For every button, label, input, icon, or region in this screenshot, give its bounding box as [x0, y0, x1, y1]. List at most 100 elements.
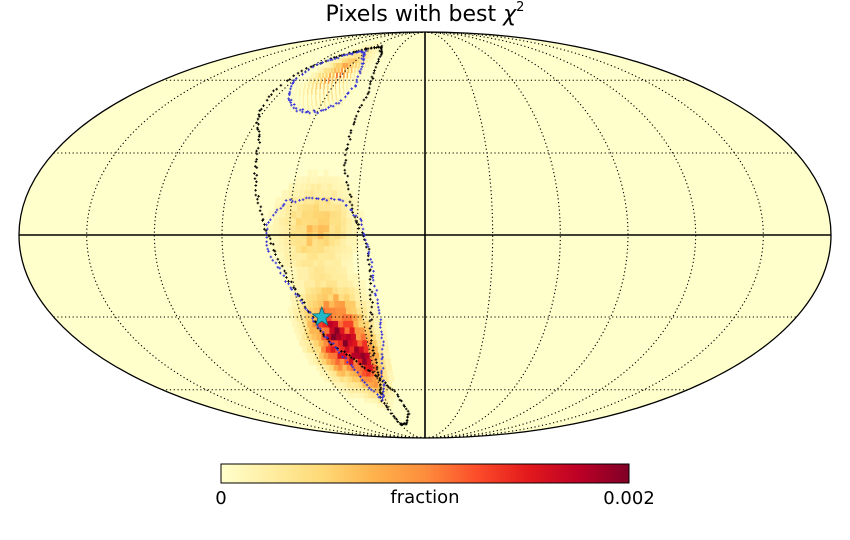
contour-marker [378, 55, 382, 59]
heatmap-pixel [296, 333, 305, 341]
heatmap-pixel [375, 392, 382, 399]
contour-marker [299, 299, 303, 302]
heatmap-pixel [323, 217, 330, 226]
heatmap-pixel [291, 320, 300, 328]
contour-marker [334, 102, 338, 105]
contour-marker [265, 244, 269, 247]
heatmap-pixel [293, 279, 301, 288]
heatmap-pixel [313, 210, 319, 219]
contour-marker [278, 266, 282, 270]
heatmap-pixel [332, 286, 340, 295]
contour-marker [274, 211, 278, 214]
heatmap-pixel [346, 72, 348, 79]
colorbar-max-label: 0.002 [603, 488, 655, 509]
contour-marker [368, 293, 372, 297]
contour-marker [273, 249, 277, 253]
contour-marker [333, 57, 337, 61]
heatmap-pixel [343, 88, 345, 95]
heatmap-pixel [338, 57, 344, 63]
heatmap-pixel [332, 72, 335, 79]
contour-marker [375, 375, 379, 378]
contour-marker [376, 371, 380, 374]
confidence-contours [253, 44, 411, 426]
heatmap-pixel [333, 67, 337, 73]
contour-marker [357, 50, 361, 53]
heatmap-pixel [328, 352, 336, 359]
heatmap-pixel [365, 293, 373, 301]
heatmap-pixel [317, 293, 325, 301]
heatmap-pixel [323, 224, 330, 233]
heatmap-pixel [287, 279, 295, 288]
contour-marker [379, 386, 383, 390]
contour-marker [258, 209, 262, 213]
heatmap-pixel [295, 176, 301, 184]
contour-marker [311, 319, 315, 323]
heatmap-pixel [295, 217, 302, 226]
heatmap-pixel [342, 82, 344, 90]
heatmap-pixel [341, 259, 348, 267]
heatmap-pixel [369, 48, 374, 54]
heatmap-pixel [345, 62, 349, 68]
contour-marker [346, 174, 350, 178]
contour-marker [304, 70, 307, 74]
chart-title-chi-symbol: χ [502, 2, 517, 27]
heatmap-pixel [273, 210, 280, 219]
heatmap-pixel [315, 82, 318, 90]
heatmap-pixel [304, 82, 307, 90]
heatmap-pixel [268, 210, 274, 219]
heatmap-pixel [358, 320, 366, 328]
contour-marker [402, 422, 406, 426]
contour-marker [372, 345, 375, 349]
heatmap-pixel [347, 339, 355, 347]
contour-marker [256, 197, 259, 201]
heatmap-pixel [351, 307, 359, 315]
heatmap-pixel [335, 210, 342, 219]
heatmap-pixel [331, 279, 339, 288]
contour-marker [355, 359, 358, 363]
heatmap-pixel [323, 169, 329, 177]
heatmap-pixel [312, 238, 319, 247]
contour-marker [279, 84, 283, 87]
heatmap-pixel [338, 339, 346, 347]
heatmap-pixel [320, 190, 326, 198]
heatmap-pixel [275, 196, 281, 205]
contour-marker [360, 223, 363, 226]
contour-marker [368, 277, 372, 281]
contour-marker [255, 180, 258, 184]
heatmap-pixel [378, 392, 386, 399]
heatmap-pixel [290, 217, 297, 226]
contour-marker [301, 198, 305, 202]
contour-marker [298, 199, 301, 202]
heatmap-pixel [303, 273, 311, 281]
heatmap-pixel [309, 307, 317, 315]
contour-marker [379, 318, 383, 321]
heatmap-pixel [360, 293, 367, 301]
heatmap-pixel [334, 326, 342, 334]
heatmap-pixel [332, 62, 337, 68]
heatmap-pixel [315, 279, 323, 288]
heatmap-pixel [290, 252, 297, 260]
heatmap-pixel [296, 259, 304, 267]
contour-marker [359, 67, 363, 71]
heatmap-pixel [289, 238, 297, 247]
heatmap-pixel [296, 210, 302, 219]
heatmap-pixel [372, 48, 376, 54]
contour-marker [376, 298, 379, 302]
contour-marker [306, 309, 309, 312]
contour-marker [369, 330, 373, 334]
colorbar: 0 fraction 0.002 [215, 463, 655, 509]
contour-marker [372, 352, 376, 355]
heatmap-pixel [374, 381, 381, 388]
contour-marker [347, 91, 350, 95]
heatmap-pixel [311, 105, 314, 113]
contour-marker [382, 340, 385, 344]
heatmap-pixel [332, 57, 338, 63]
contour-marker [332, 55, 336, 59]
contour-marker [366, 258, 370, 262]
heatmap-pixel [326, 62, 331, 68]
contour-marker [294, 77, 298, 80]
map-outline [18, 31, 832, 439]
heatmap-pixel [357, 67, 359, 73]
contour-marker [267, 234, 271, 238]
contour-marker [311, 316, 314, 320]
